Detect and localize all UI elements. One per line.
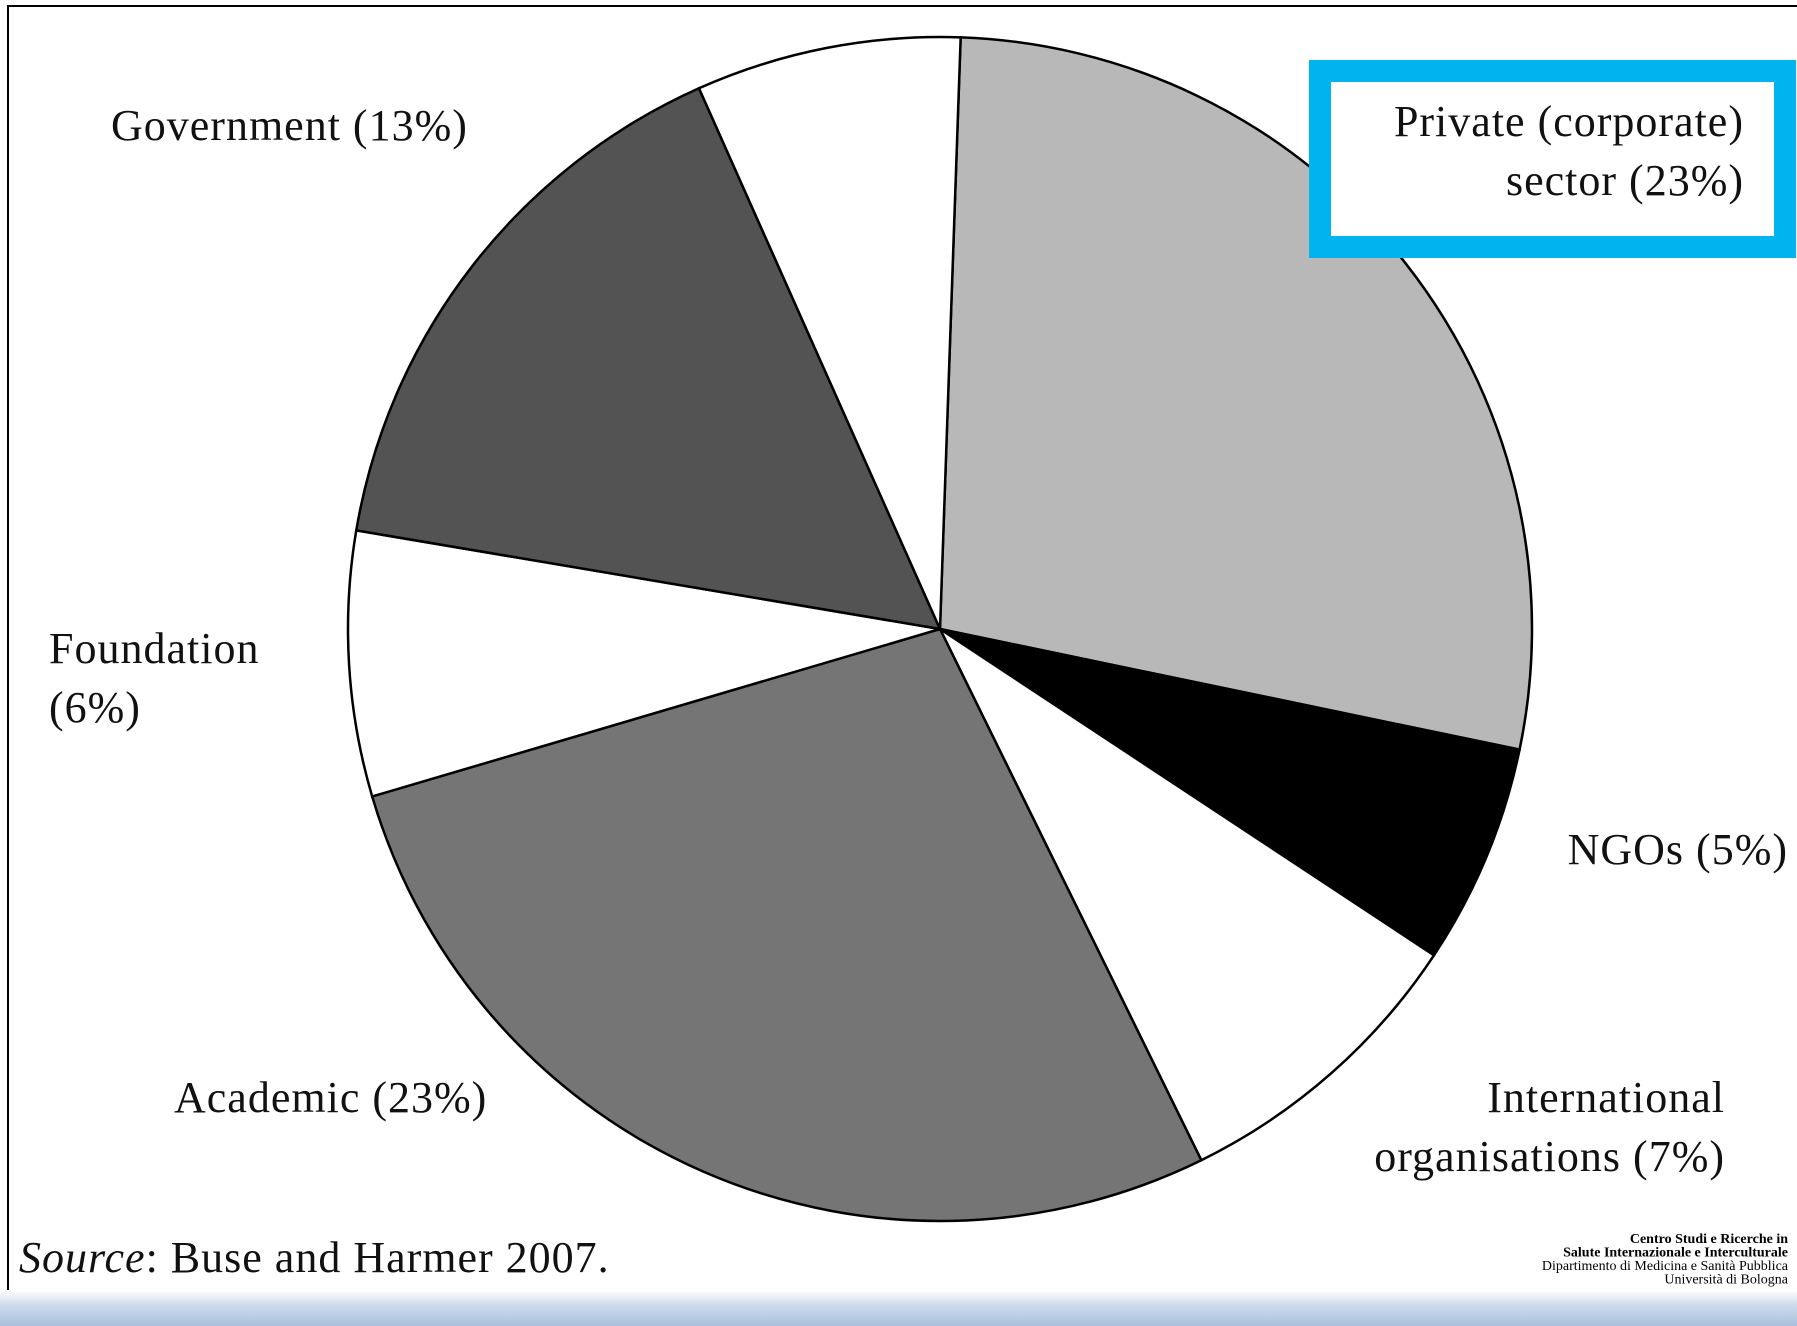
slice-label: Government (13%): [111, 101, 468, 150]
logo-line: Salute Internazionale e Interculturale: [1563, 1246, 1788, 1261]
slice-label: sector (23%): [1506, 156, 1744, 205]
pie-slice: [354, 86, 943, 631]
pie-slice: [370, 627, 1203, 1223]
source-label: Source: [19, 1233, 146, 1282]
source: Source: Buse and Harmer 2007.: [19, 1233, 610, 1282]
bottom-band: [0, 1290, 1797, 1326]
slice-label: Academic (23%): [174, 1073, 487, 1122]
logo-line: Dipartimento di Medicina e Sanità Pubbli…: [1542, 1259, 1789, 1274]
logo-line: Università di Bologna: [1664, 1273, 1788, 1288]
slice-label: International: [1487, 1073, 1725, 1122]
pie-slice: [939, 627, 1522, 958]
highlight-box: [1309, 60, 1796, 258]
slice-label: organisations (7%): [1374, 1132, 1725, 1181]
labels: Private (corporate) sector (23%) NGOs (5%)…: [49, 60, 1796, 1181]
pie-slice: [697, 35, 962, 630]
pie-slice: [936, 625, 1436, 1162]
slice-label: Foundation: [49, 624, 259, 673]
source-text: : Buse and Harmer 2007.: [146, 1233, 610, 1282]
logo-line: Centro Studi e Ricerche in: [1630, 1232, 1788, 1247]
pie-slice: [346, 528, 941, 799]
slice-label: (6%): [49, 683, 141, 732]
pie: [346, 35, 1534, 1223]
slice-label: NGOs (5%): [1568, 825, 1788, 874]
pie-slice: [938, 36, 1534, 752]
slice-label: Private (corporate): [1394, 97, 1744, 146]
frame: [7, 5, 1797, 1290]
